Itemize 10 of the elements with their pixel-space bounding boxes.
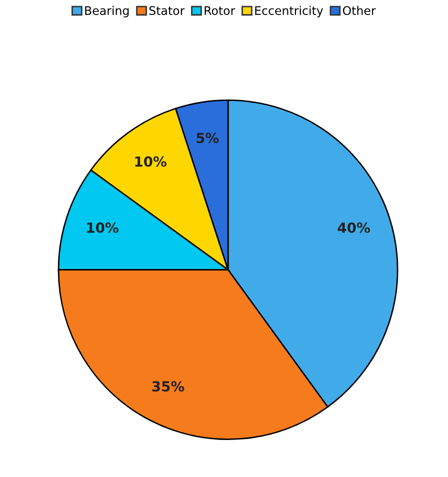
legend-label: Eccentricity	[255, 6, 324, 18]
data-label: 10%	[87, 222, 118, 233]
data-label: 35%	[152, 381, 184, 392]
legend-label: Other	[342, 6, 376, 16]
legend-label: Rotor	[204, 6, 236, 16]
legend-label: Bearing	[85, 6, 129, 18]
legend-label: Stator	[149, 6, 185, 16]
data-label: 40%	[338, 222, 370, 233]
data-label: 5%	[196, 132, 219, 144]
data-label: 10%	[135, 156, 166, 167]
